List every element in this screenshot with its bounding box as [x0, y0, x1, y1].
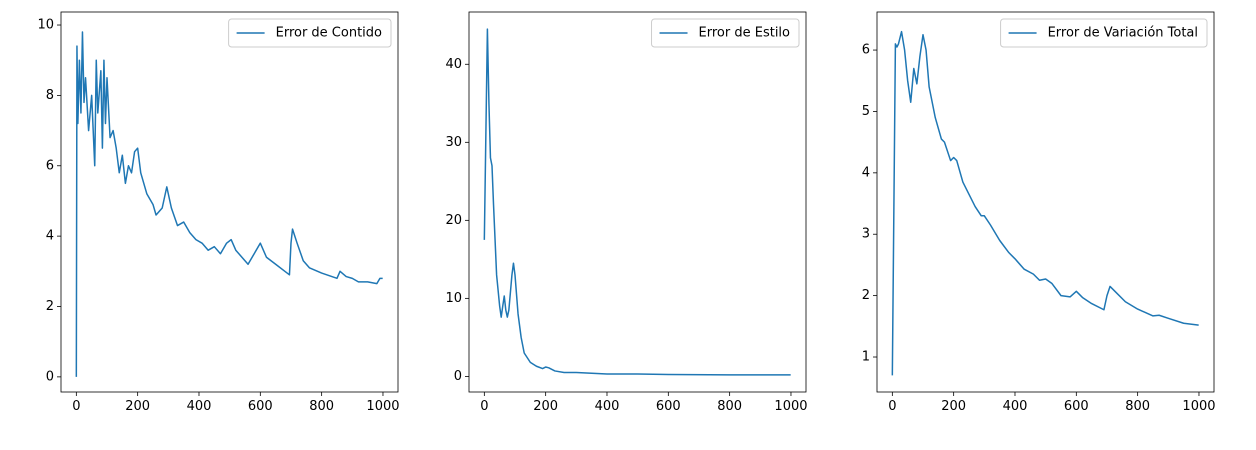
axes-frame [468, 11, 807, 393]
y-tick-label: 2 [862, 288, 870, 303]
legend: Error de Contido [228, 18, 392, 48]
x-tick-label: 800 [717, 399, 742, 414]
y-tick-label: 0 [46, 369, 54, 384]
axes-frame [876, 11, 1215, 393]
y-tick-label: 6 [862, 43, 870, 58]
x-tick-label: 0 [480, 399, 488, 414]
y-tick-label: 4 [862, 165, 870, 180]
x-tick-label: 0 [888, 399, 896, 414]
x-tick-label: 400 [595, 399, 620, 414]
y-tick-label: 10 [445, 291, 462, 306]
x-tick-label: 600 [1064, 399, 1089, 414]
legend-label: Error de Contido [276, 26, 382, 41]
x-tick-label: 800 [309, 399, 334, 414]
y-tick-label: 40 [445, 57, 462, 72]
line [891, 30, 1199, 376]
x-tick-label: 600 [248, 399, 273, 414]
y-tick-label: 20 [445, 213, 462, 228]
x-tick-label: 400 [187, 399, 212, 414]
y-tick-label: 8 [46, 88, 54, 103]
x-tick-label: 800 [1125, 399, 1150, 414]
legend-label: Error de Variación Total [1048, 26, 1198, 41]
y-tick-label: 5 [862, 104, 870, 119]
legend-box [651, 18, 800, 48]
x-tick-label: 0 [72, 399, 80, 414]
x-tick-label: 400 [1003, 399, 1028, 414]
legend-box [1000, 18, 1208, 48]
y-tick-label: 1 [862, 350, 870, 365]
x-tick-label: 1000 [774, 399, 807, 414]
x-tick-label: 1000 [366, 399, 399, 414]
x-tick-label: 200 [941, 399, 966, 414]
y-tick-label: 3 [862, 227, 870, 242]
x-tick-label: 600 [656, 399, 681, 414]
axes-frame [60, 11, 399, 393]
x-tick-label: 200 [533, 399, 558, 414]
x-tick-label: 1000 [1182, 399, 1215, 414]
y-tick-label: 10 [37, 18, 54, 33]
line [75, 31, 383, 377]
y-tick-label: 4 [46, 229, 54, 244]
x-tick-label: 200 [125, 399, 150, 414]
line [483, 28, 791, 376]
legend: Error de Estilo [651, 18, 800, 48]
y-tick-label: 0 [454, 369, 462, 384]
y-tick-label: 6 [46, 158, 54, 173]
y-tick-label: 2 [46, 299, 54, 314]
legend-label: Error de Estilo [699, 26, 791, 41]
legend-box [228, 18, 392, 48]
legend: Error de Variación Total [1000, 18, 1208, 48]
y-tick-label: 30 [445, 135, 462, 150]
